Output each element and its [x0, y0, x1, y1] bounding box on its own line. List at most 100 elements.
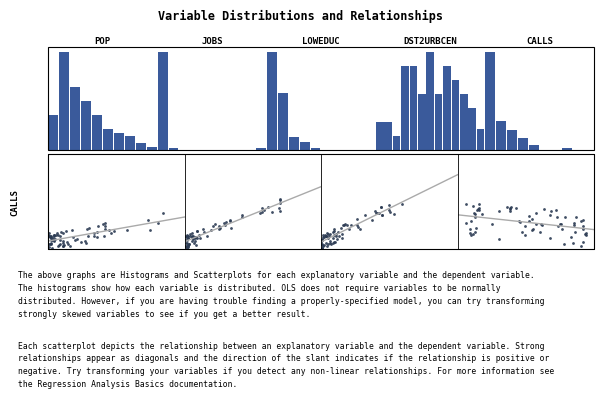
- Point: [208, 223, 218, 230]
- Point: [328, 229, 338, 235]
- Point: [329, 226, 339, 233]
- Point: [100, 223, 110, 229]
- Point: [545, 212, 554, 218]
- Point: [332, 233, 341, 240]
- Point: [188, 236, 197, 243]
- Point: [336, 225, 346, 232]
- Point: [317, 237, 326, 244]
- Point: [94, 223, 103, 230]
- Point: [461, 220, 470, 226]
- Point: [474, 201, 484, 208]
- Point: [44, 232, 53, 238]
- Point: [325, 232, 335, 238]
- Point: [374, 210, 383, 217]
- Point: [206, 227, 215, 234]
- Point: [385, 209, 395, 216]
- Point: [65, 243, 74, 249]
- Text: Variable Distributions and Relationships: Variable Distributions and Relationships: [157, 10, 443, 24]
- Bar: [393, 137, 400, 151]
- Point: [340, 222, 349, 229]
- Point: [187, 233, 197, 240]
- Point: [187, 239, 197, 245]
- Point: [80, 238, 89, 245]
- Point: [59, 242, 68, 249]
- Point: [181, 240, 191, 247]
- Point: [326, 241, 336, 248]
- Point: [517, 229, 527, 236]
- Point: [184, 241, 194, 247]
- Bar: [311, 148, 320, 151]
- Point: [532, 210, 541, 216]
- Point: [352, 222, 362, 228]
- Point: [153, 220, 163, 227]
- Point: [184, 235, 193, 242]
- Point: [55, 242, 64, 249]
- Point: [334, 233, 343, 239]
- Point: [49, 233, 58, 239]
- Bar: [125, 137, 135, 151]
- Point: [183, 244, 193, 251]
- Point: [317, 241, 326, 247]
- Point: [184, 242, 193, 249]
- Point: [183, 235, 193, 242]
- Point: [324, 233, 334, 240]
- Point: [569, 240, 578, 247]
- Point: [49, 233, 59, 240]
- Point: [225, 218, 235, 225]
- Point: [73, 236, 82, 242]
- Point: [494, 236, 503, 242]
- Point: [47, 245, 57, 252]
- Point: [226, 225, 236, 232]
- Point: [469, 204, 478, 210]
- Point: [319, 235, 329, 241]
- Point: [83, 226, 92, 233]
- Point: [527, 228, 536, 234]
- Point: [331, 231, 340, 238]
- Point: [191, 234, 200, 241]
- Point: [524, 218, 534, 225]
- Point: [322, 240, 331, 247]
- Point: [181, 243, 190, 250]
- Text: CALLS: CALLS: [11, 189, 19, 216]
- Point: [553, 223, 563, 230]
- Point: [257, 209, 266, 216]
- Point: [92, 229, 101, 236]
- Point: [45, 233, 55, 240]
- Point: [317, 236, 327, 242]
- Point: [474, 206, 484, 212]
- Point: [322, 233, 331, 240]
- Point: [360, 212, 370, 218]
- Point: [275, 196, 284, 202]
- Point: [551, 207, 561, 214]
- Point: [191, 234, 201, 241]
- Point: [323, 235, 333, 242]
- Point: [535, 230, 545, 236]
- Point: [44, 230, 53, 237]
- Point: [323, 243, 332, 250]
- Point: [190, 240, 199, 247]
- Point: [578, 226, 588, 233]
- Text: JOBS: JOBS: [201, 36, 223, 45]
- Point: [196, 235, 205, 242]
- Point: [263, 204, 273, 211]
- Point: [68, 227, 77, 234]
- Bar: [49, 116, 58, 151]
- Bar: [435, 95, 442, 151]
- Point: [559, 241, 569, 247]
- Bar: [427, 52, 434, 151]
- Point: [569, 222, 578, 228]
- Point: [255, 210, 265, 217]
- Point: [68, 234, 78, 240]
- Point: [53, 232, 63, 238]
- Bar: [496, 121, 506, 151]
- Point: [320, 232, 330, 238]
- Point: [332, 236, 342, 242]
- Point: [505, 208, 515, 215]
- Bar: [507, 131, 517, 151]
- Point: [182, 237, 192, 244]
- Point: [70, 237, 80, 244]
- Point: [323, 242, 333, 248]
- Point: [145, 227, 155, 233]
- Point: [183, 242, 193, 249]
- Point: [275, 197, 285, 204]
